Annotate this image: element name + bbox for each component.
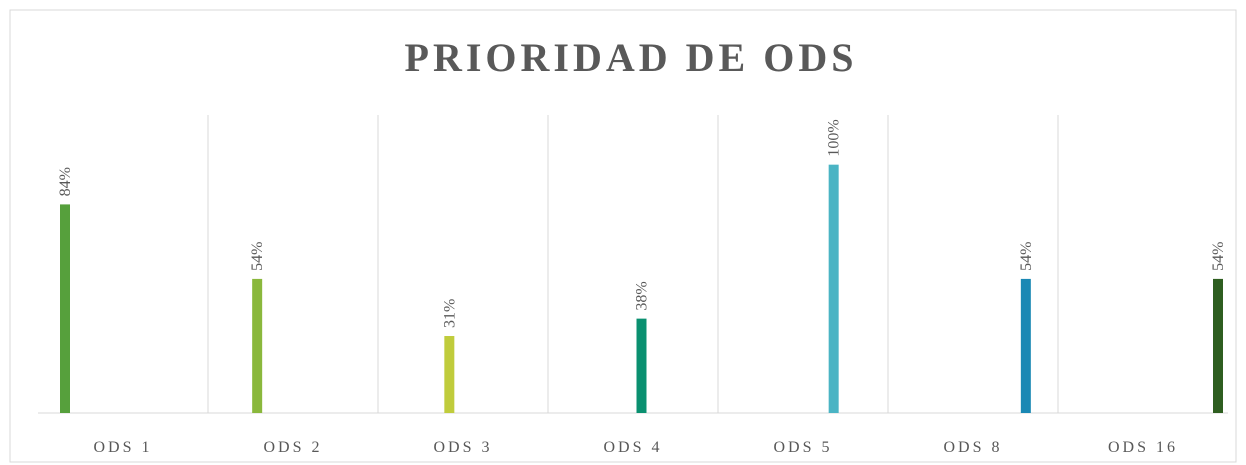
data-label: 31% [441, 299, 458, 328]
data-label: 54% [249, 242, 266, 271]
bar [444, 336, 455, 413]
x-tick-label: ODS 5 [773, 439, 832, 456]
x-tick-label: ODS 16 [1108, 439, 1178, 456]
data-label: 100% [826, 119, 843, 156]
data-label: 84% [57, 167, 74, 196]
x-tick-label: ODS 2 [263, 439, 322, 456]
bar [636, 318, 647, 413]
chart-title: PRIORIDAD DE ODS [405, 35, 858, 80]
data-label: 54% [1210, 242, 1227, 271]
bar [828, 164, 839, 413]
bar [1213, 278, 1223, 413]
bar [1020, 278, 1031, 413]
x-tick-label: ODS 3 [433, 439, 492, 456]
x-tick-label: ODS 8 [943, 439, 1002, 456]
chart-border [9, 9, 1237, 463]
data-label: 54% [1018, 242, 1035, 271]
x-tick-label: ODS 1 [93, 439, 152, 456]
bar [60, 204, 70, 413]
bar [252, 278, 263, 413]
data-label: 38% [634, 281, 651, 310]
x-tick-label: ODS 4 [603, 439, 662, 456]
